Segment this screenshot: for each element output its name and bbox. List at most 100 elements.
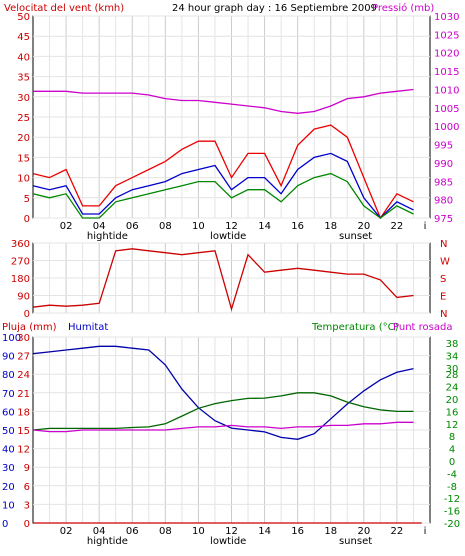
series-line-wind [32, 172, 414, 219]
x-tick-label: 10 [192, 526, 205, 537]
y-tick-label-wind: 20 [17, 133, 30, 144]
y-tick-label-rain: 30 [17, 333, 30, 344]
y-tick-label-temperature: -16 [444, 507, 460, 518]
x-tick-label: 12 [225, 526, 238, 537]
x-tick-label: 04 [93, 221, 106, 232]
y-tick-label-temperature: -20 [444, 519, 460, 530]
x-tick-label: 02 [60, 526, 73, 537]
y-tick-label-pressure: 1025 [434, 30, 459, 41]
y-tick-label-temperature: 0 [449, 457, 455, 468]
event-label: lowtide [210, 231, 246, 242]
y-tick-label-temperature: 4 [449, 445, 455, 456]
y-tick-label-pressure: 1015 [434, 67, 459, 78]
y-tick-label-direction: 360 [11, 239, 30, 250]
y-tick-label-humidity: 0 [2, 519, 8, 530]
y-tick-label-temperature: 12 [446, 420, 459, 431]
series-line-temperatura-c [32, 392, 414, 431]
y-tick-label-temperature: 24 [446, 383, 459, 394]
x-tick-label: 04 [93, 526, 106, 537]
compass-label: W [440, 257, 450, 268]
x-tick-label: 12 [225, 221, 238, 232]
event-label: hightide [87, 231, 128, 242]
event-label: sunset [339, 231, 372, 242]
y-tick-label-rain: 18 [17, 407, 30, 418]
rain-axis-title: Pluja (mm) [2, 322, 57, 333]
y-tick-label-humidity: 10 [2, 500, 15, 511]
series-line-average-wind [32, 152, 414, 219]
y-tick-label-pressure: 1030 [434, 12, 459, 23]
y-tick-label-wind: 50 [17, 12, 30, 23]
y-tick-label-rain: 3 [24, 500, 30, 511]
y-tick-label-rain: 24 [17, 370, 30, 381]
x-tick-label: 14 [258, 526, 271, 537]
series-line-gust [32, 124, 414, 220]
y-tick-label-wind: 25 [17, 113, 30, 124]
x-tick-label: 20 [357, 221, 370, 232]
y-tick-label-wind: 5 [24, 194, 30, 205]
compass-label: S [440, 274, 446, 285]
y-tick-label-temperature: -8 [447, 482, 457, 493]
y-tick-label-rain: 0 [24, 519, 30, 530]
y-tick-label-temperature: 34 [446, 352, 459, 363]
series-line-pressure [33, 88, 414, 114]
event-label: hightide [87, 536, 128, 547]
x-tick-label: 22 [391, 526, 404, 537]
y-tick-label-humidity: 50 [2, 426, 15, 437]
event-label: lowtide [210, 536, 246, 547]
x-tick-label: 08 [159, 221, 172, 232]
y-tick-label-pressure: 980 [434, 196, 453, 207]
y-tick-label-rain: 27 [17, 352, 30, 363]
x-tick-label: 18 [324, 221, 337, 232]
x-tick-label: 20 [357, 526, 370, 537]
series-line-punt-rosada [32, 421, 414, 433]
y-tick-label-temperature: 28 [446, 370, 459, 381]
y-tick-label-rain: 9 [24, 463, 30, 474]
y-tick-label-temperature: -12 [444, 494, 460, 505]
pressure-axis-title: Pressió (mb) [372, 2, 434, 14]
y-tick-label-humidity: 90 [2, 352, 15, 363]
y-tick-label-temperature: 30 [446, 364, 459, 375]
y-tick-label-humidity: 70 [2, 389, 15, 400]
y-tick-label-humidity: 60 [2, 407, 15, 418]
y-tick-label-pressure: 975 [434, 214, 453, 225]
y-tick-label-rain: 6 [24, 482, 30, 493]
x-tick-label: 10 [192, 221, 205, 232]
y-tick-label-direction: 180 [11, 274, 30, 285]
y-tick-label-wind: 35 [17, 73, 30, 84]
y-tick-label-pressure: 990 [434, 159, 453, 170]
x-tick-label: 02 [60, 221, 73, 232]
y-tick-label-wind: 45 [17, 32, 30, 43]
x-tick-label: i [424, 221, 427, 232]
wind-pressure-panel: 0510152025303540455097598098599099510001… [17, 12, 459, 242]
compass-label: N [440, 309, 447, 320]
y-tick-label-pressure: 1020 [434, 49, 459, 60]
x-tick-label: 06 [126, 526, 139, 537]
y-tick-label-wind: 0 [24, 214, 30, 225]
x-tick-label: 14 [258, 221, 271, 232]
y-tick-label-humidity: 100 [2, 333, 21, 344]
x-tick-label: 22 [391, 221, 404, 232]
y-tick-label-pressure: 1005 [434, 104, 459, 115]
rain-humidity-temp-panel: 0102030405060708090100036912151821242730… [2, 333, 460, 547]
y-tick-label-wind: 30 [17, 93, 30, 104]
y-tick-label-pressure: 985 [434, 177, 453, 188]
y-tick-label-pressure: 1000 [434, 122, 459, 133]
compass-label: E [440, 292, 446, 303]
header-labels: Velocitat del vent (kmh) 24 hour graph d… [2, 2, 452, 333]
temperature-axis-title: Temperatura (°C) [311, 322, 399, 333]
y-tick-label-temperature: 20 [446, 395, 459, 406]
y-tick-label-pressure: 995 [434, 141, 453, 152]
y-tick-label-temperature: 16 [446, 407, 459, 418]
compass-label: N [440, 239, 447, 250]
y-tick-label-temperature: 8 [449, 432, 455, 443]
y-tick-label-rain: 15 [17, 426, 30, 437]
humidity-axis-title: Humitat [68, 322, 108, 333]
y-tick-label-pressure: 1010 [434, 85, 459, 96]
y-tick-label-humidity: 80 [2, 370, 15, 381]
dewpoint-axis-title: Punt rosada [393, 322, 452, 333]
x-tick-label: 16 [291, 526, 304, 537]
y-tick-label-direction: 0 [24, 309, 30, 320]
y-tick-label-rain: 21 [17, 389, 30, 400]
